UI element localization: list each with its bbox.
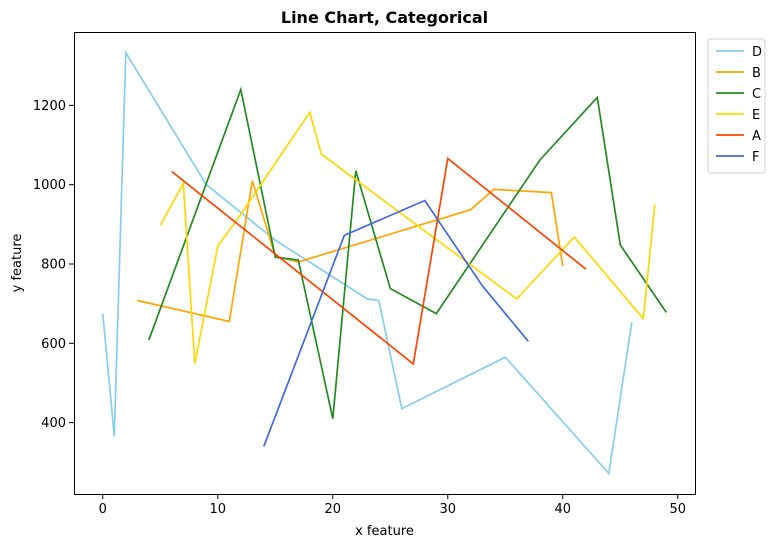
series-line-B bbox=[137, 180, 564, 323]
x-tick-label: 30 bbox=[439, 502, 456, 517]
legend-label-C: C bbox=[752, 87, 761, 102]
series-line-F bbox=[263, 199, 529, 447]
x-tick-label: 10 bbox=[209, 502, 226, 517]
y-tick-label: 600 bbox=[41, 337, 66, 352]
legend-label-B: B bbox=[752, 66, 761, 81]
series-line-A bbox=[171, 156, 587, 366]
x-tick-label: 50 bbox=[669, 502, 686, 517]
series-line-D bbox=[101, 49, 633, 476]
series-line-C bbox=[148, 86, 668, 419]
y-tick-label: 800 bbox=[41, 257, 66, 272]
x-axis-ticks: 0 10 20 30 40 50 bbox=[99, 494, 686, 517]
legend-label-D: D bbox=[752, 45, 762, 60]
y-axis-label: y feature bbox=[10, 234, 25, 293]
plot-frame bbox=[74, 32, 696, 495]
x-tick-label: 20 bbox=[324, 502, 341, 517]
x-tick-label: 0 bbox=[99, 502, 107, 517]
y-axis-ticks: 400 600 800 1000 1200 bbox=[33, 99, 74, 431]
legend-label-E: E bbox=[752, 108, 760, 123]
y-tick-label: 1200 bbox=[33, 99, 66, 114]
y-tick-label: 400 bbox=[41, 416, 66, 431]
y-tick-label: 1000 bbox=[33, 178, 66, 193]
series-line-E bbox=[159, 110, 656, 364]
chart-title: Line Chart, Categorical bbox=[281, 8, 488, 27]
x-tick-label: 40 bbox=[554, 502, 571, 517]
series-layer bbox=[101, 49, 668, 476]
x-axis-label: x feature bbox=[355, 524, 414, 539]
legend-label-A: A bbox=[752, 129, 761, 144]
legend-label-F: F bbox=[752, 150, 759, 165]
